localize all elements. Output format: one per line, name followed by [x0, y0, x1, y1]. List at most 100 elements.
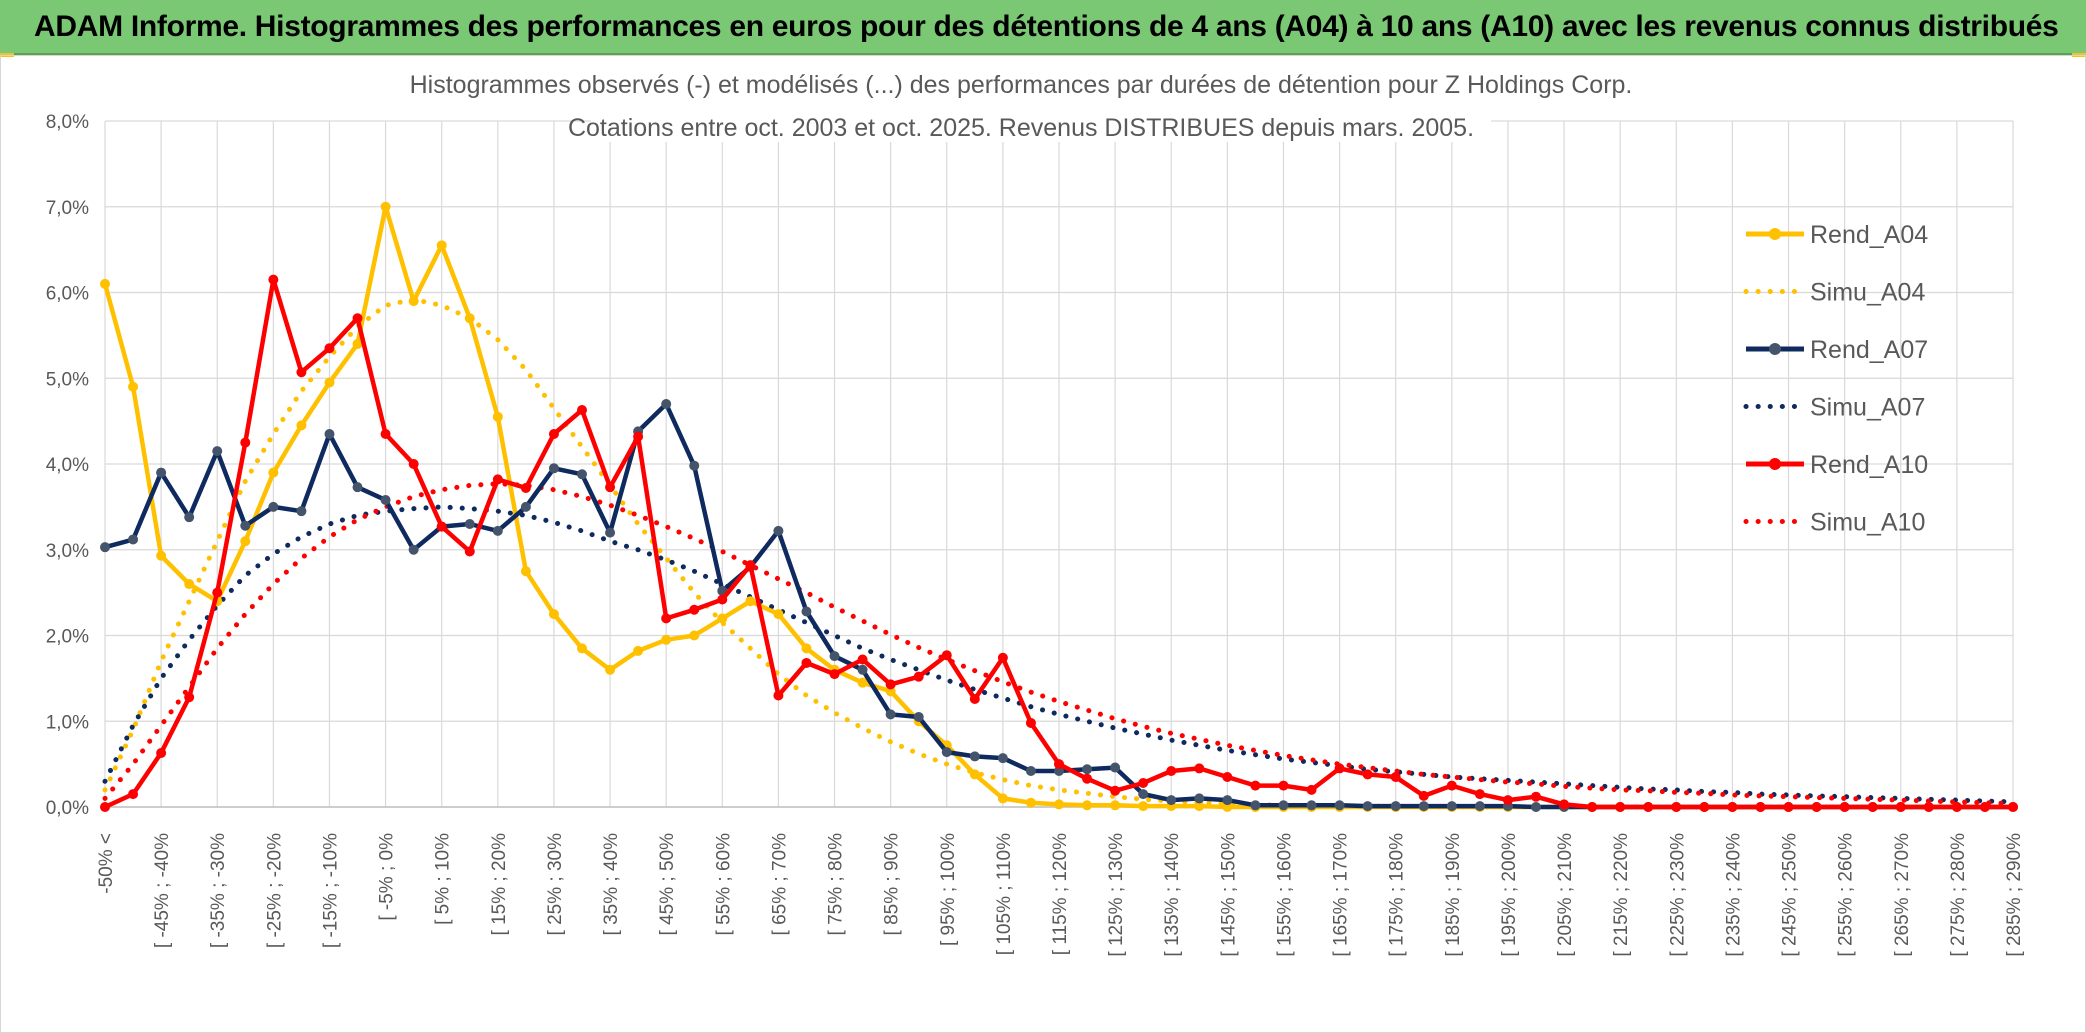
data-point: [857, 677, 868, 688]
data-point: [1138, 777, 1149, 788]
data-point: [689, 604, 700, 615]
data-point: [1446, 801, 1457, 812]
data-point: [548, 609, 559, 620]
data-point: [829, 669, 840, 680]
data-point: [324, 343, 335, 354]
data-point: [1362, 769, 1373, 780]
x-axis-ticks: -50% < [ -45% ; -40% [ -35% ; -30% [ -25% ;…: [96, 833, 2025, 957]
data-point: [1362, 801, 1373, 812]
x-tick-label: [ 135% ; 140%: [1162, 833, 1183, 957]
data-point: [1054, 799, 1064, 810]
data-point: [997, 793, 1008, 804]
data-point: [969, 693, 980, 704]
data-point: [324, 428, 335, 439]
series-lines: [100, 201, 2018, 812]
x-tick-label: [ 175% ; 180%: [1387, 833, 1408, 957]
series-rend_a10: [100, 274, 2018, 812]
legend-item-rend_a10: Rend_A10: [1746, 451, 1928, 479]
data-point: [1306, 784, 1317, 795]
data-point: [100, 802, 110, 812]
data-point: [1054, 765, 1064, 776]
report-title: ADAM Informe. Histogrammes des performan…: [34, 9, 2059, 43]
x-tick-label: [ 115% ; 120%: [1050, 833, 1071, 955]
data-point: [1306, 800, 1317, 811]
legend-label: Simu_A10: [1810, 509, 1925, 537]
legend-label: Rend_A04: [1810, 221, 1928, 249]
x-tick-label: [ 15% ; 20%: [489, 833, 510, 936]
legend-label: Simu_A04: [1810, 279, 1925, 307]
x-tick-label: [ 145% ; 150%: [1218, 833, 1239, 957]
data-point: [352, 482, 363, 493]
data-point: [1474, 789, 1485, 800]
x-tick-label: [ 255% ; 260%: [1836, 833, 1857, 957]
data-point: [296, 367, 307, 378]
data-point: [1194, 793, 1205, 804]
data-point: [745, 596, 756, 607]
data-point: [1194, 763, 1205, 774]
data-point: [240, 520, 251, 531]
legend-marker: [1769, 228, 1781, 240]
x-tick-label: [ 185% ; 190%: [1443, 833, 1464, 957]
x-tick-label: [ 235% ; 240%: [1723, 833, 1744, 957]
data-point: [913, 671, 924, 682]
data-point: [1278, 780, 1289, 791]
data-point: [184, 579, 195, 590]
y-tick-label: 1,0%: [46, 712, 89, 733]
x-tick-label: [ 195% ; 200%: [1499, 833, 1520, 957]
data-point: [156, 467, 167, 478]
data-point: [352, 338, 363, 349]
chart-title-line-1: Histogrammes observés (-) et modélisés (…: [410, 71, 1633, 99]
data-point: [464, 519, 475, 530]
data-point: [997, 652, 1008, 663]
data-point: [717, 594, 728, 605]
data-point: [745, 560, 756, 571]
y-axis-ticks: 0,0% 1,0% 2,0% 3,0% 4,0% 5,0% 6,0% 7,0% 8,0%: [46, 112, 89, 819]
data-point: [661, 634, 672, 645]
data-point: [1110, 785, 1121, 796]
x-tick-label: [ -45% ; -40%: [152, 833, 173, 948]
data-point: [1025, 797, 1036, 808]
data-point: [464, 546, 475, 557]
x-tick-label: [ 285% ; 290%: [2004, 833, 2025, 957]
data-point: [1390, 801, 1401, 812]
data-point: [128, 381, 139, 392]
x-tick-label: [ 125% ; 130%: [1106, 833, 1127, 957]
data-point: [212, 446, 223, 457]
data-point: [1446, 780, 1457, 791]
data-point: [436, 521, 447, 532]
data-point: [1418, 790, 1429, 801]
data-point: [520, 566, 531, 577]
data-point: [1839, 802, 1850, 812]
data-point: [1334, 800, 1345, 811]
x-tick-label: [ 85% ; 90%: [882, 833, 903, 936]
x-tick-label: [ 35% ; 40%: [601, 833, 622, 936]
data-point: [1559, 799, 1570, 810]
x-tick-label: [ 155% ; 160%: [1274, 833, 1295, 957]
data-point: [268, 274, 279, 285]
data-point: [633, 431, 644, 442]
data-point: [1531, 802, 1541, 812]
data-point: [1615, 802, 1626, 812]
data-point: [100, 278, 110, 289]
y-tick-label: 3,0%: [46, 541, 89, 562]
data-point: [352, 313, 363, 324]
data-point: [773, 525, 784, 536]
data-point: [492, 411, 503, 422]
data-point: [1418, 801, 1429, 812]
legend-item-simu_a04: Simu_A04: [1743, 279, 1925, 307]
data-point: [408, 459, 419, 469]
data-point: [577, 469, 587, 480]
y-tick-label: 6,0%: [46, 284, 89, 305]
legend-marker: [1769, 458, 1781, 470]
data-point: [997, 753, 1008, 764]
data-point: [773, 690, 784, 701]
title-background-2: [591, 102, 1491, 142]
x-tick-label: [ 165% ; 170%: [1331, 833, 1352, 957]
data-point: [156, 550, 167, 561]
data-point: [605, 664, 616, 675]
x-tick-label: [ -5% ; 0%: [377, 833, 398, 921]
x-tick-label: [ 275% ; 280%: [1948, 833, 1969, 957]
data-point: [969, 769, 980, 780]
data-point: [801, 606, 812, 617]
title-background-1: [426, 62, 1656, 102]
